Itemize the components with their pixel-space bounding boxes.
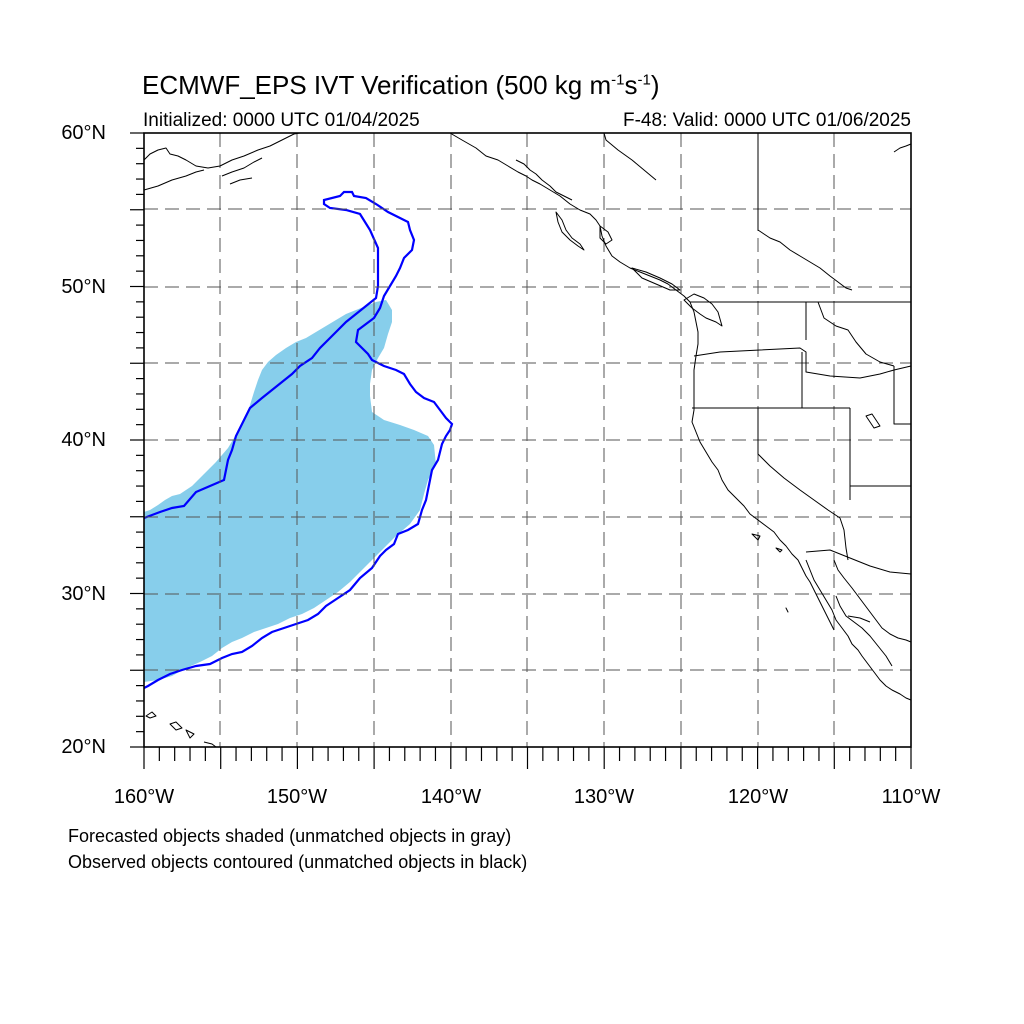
lat-label-20n: 20°N [61,736,106,758]
lat-label-30n: 30°N [61,583,106,605]
lon-label-160w: 160°W [113,786,175,808]
axis-ticks [130,132,912,769]
lat-label-60n: 60°N [61,122,106,144]
lon-label-130w: 130°W [573,786,635,808]
coastline-and-borders [143,132,912,748]
forecast-object-shaded [144,300,436,682]
footer-observed-note: Observed objects contoured (unmatched ob… [68,852,528,872]
observed-object-contour [143,190,454,689]
lon-label-120w: 120°W [727,786,789,808]
valid-time-label: F-48: Valid: 0000 UTC 01/06/2025 [623,110,911,131]
lat-label-50n: 50°N [61,276,106,298]
lon-label-110w: 110°W [881,786,941,808]
lat-label-40n: 40°N [61,429,106,451]
lon-label-140w: 140°W [420,786,482,808]
footer-forecast-note: Forecasted objects shaded (unmatched obj… [68,826,512,846]
lat-lon-grid [144,133,911,747]
lon-label-150w: 150°W [266,786,328,808]
chart-title: ECMWF_EPS IVT Verification (500 kg m-1s-… [142,70,660,100]
initialized-label: Initialized: 0000 UTC 01/04/2025 [143,110,420,131]
